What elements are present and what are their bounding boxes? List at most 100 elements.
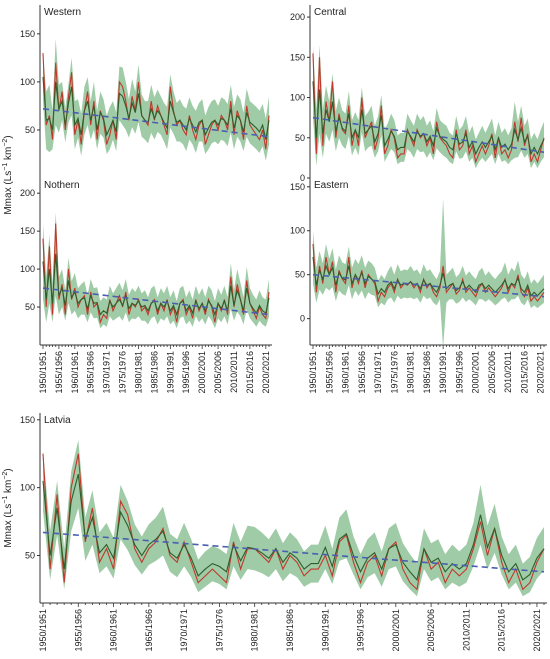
x-tick-label: 2005/2006 xyxy=(213,351,223,394)
panel-western: 50 100 150 Western xyxy=(20,5,270,178)
y-label-part: Mmax (Ls xyxy=(3,171,14,215)
panel-nothern: 50 100 150 200 1950/1951 1955/1956 1960/1961 19… xyxy=(20,178,272,394)
confidence-band xyxy=(313,45,544,169)
x-tick-label: 1950/1951 xyxy=(308,351,318,394)
y-tick-label: 100 xyxy=(20,77,35,87)
x-tick-label: 1950/1951 xyxy=(38,609,48,652)
panel-title: Eastern xyxy=(314,180,348,191)
x-tick-label: 1950/1951 xyxy=(38,351,48,394)
observed-line xyxy=(42,453,545,591)
x-tick-label: 1975/1976 xyxy=(214,609,224,652)
trend-line xyxy=(42,531,545,573)
observed-line xyxy=(42,53,270,150)
x-tick-label: 1980/1981 xyxy=(133,351,143,394)
y-label-part: Mmax (Ls xyxy=(3,504,14,548)
y-tick-label: 50 xyxy=(295,133,305,143)
x-tick-label: 1955/1956 xyxy=(54,351,64,394)
modeled-line xyxy=(42,77,270,140)
x-tick-label: 1970/1971 xyxy=(373,351,383,394)
x-tick-label: 2010/2011 xyxy=(461,609,471,651)
x-tick-label: 2000/2001 xyxy=(391,609,401,652)
x-tick-label: 1965/1966 xyxy=(144,609,154,652)
y-tick-label: 150 xyxy=(290,52,305,62)
x-tick-label: 1980/1981 xyxy=(406,351,416,394)
x-tick-label: 1960/1961 xyxy=(341,351,351,394)
x-tick-label: 2010/2011 xyxy=(503,351,513,393)
trend-line xyxy=(312,273,545,298)
x-tick-label: 1980/1981 xyxy=(250,609,260,652)
x-tick-label: 2015/2016 xyxy=(245,351,255,394)
y-tick-label: 100 xyxy=(290,226,305,236)
y-label-part: −1 xyxy=(2,163,9,171)
modeled-line xyxy=(312,81,545,156)
confidence-band xyxy=(43,38,269,161)
y-label-part: km xyxy=(3,480,14,496)
x-tick-label: 1960/1961 xyxy=(109,609,119,652)
x-tick-label: 2005/2006 xyxy=(426,609,436,652)
y-tick-label: 0 xyxy=(300,314,305,324)
y-tick-label: 200 xyxy=(20,188,35,198)
x-tick-label: 1995/1996 xyxy=(181,351,191,394)
y-tick-label: 0 xyxy=(300,173,305,183)
panel-title: Latvia xyxy=(44,415,71,426)
x-tick-label: 2000/2001 xyxy=(471,351,481,394)
x-tick-label: 1970/1971 xyxy=(102,351,112,394)
observed-line xyxy=(312,53,545,164)
trend-line xyxy=(42,287,270,316)
x-tick-label: 1990/1991 xyxy=(320,609,330,652)
modeled-line xyxy=(42,253,270,317)
x-tick-label: 1985/1986 xyxy=(149,351,159,394)
y-label-part: km xyxy=(3,147,14,163)
x-tick-label: 1985/1986 xyxy=(285,609,295,652)
y-tick-label: 200 xyxy=(290,12,305,22)
panel-eastern: 0 50 100 150 1950/1951 1955/1956 1960/1961 1965… xyxy=(290,178,547,394)
panel-title: Nothern xyxy=(44,180,80,191)
y-label-part: −1 xyxy=(2,496,9,504)
x-tick-label: 1975/1976 xyxy=(389,351,399,394)
y-tick-label: 150 xyxy=(20,29,35,39)
x-tick-label: 1995/1996 xyxy=(454,351,464,394)
x-tick-label: 2000/2001 xyxy=(197,351,207,394)
x-tick-label: 2015/2016 xyxy=(497,609,507,652)
panel-latvia: 50 100 150 1950/1951 1955/1956 1960/1961 1965/… xyxy=(20,413,547,652)
x-tick-label: 1990/1991 xyxy=(165,351,175,394)
y-tick-label: 50 xyxy=(25,302,35,312)
y-tick-label: 100 xyxy=(20,264,35,274)
confidence-band xyxy=(43,212,269,329)
x-tick-label: 2010/2011 xyxy=(229,351,239,393)
x-tick-label: 1955/1956 xyxy=(73,609,83,652)
confidence-band xyxy=(43,440,544,597)
x-tick-label: 1975/1976 xyxy=(118,351,128,394)
y-axis-label-top: Mmax (Ls−1 km−2) xyxy=(2,135,14,214)
x-tick-label: 2020/2021 xyxy=(532,609,542,652)
y-axis-label-bottom: Mmax (Ls−1 km−2) xyxy=(2,468,14,547)
x-tick-label: 1960/1961 xyxy=(70,351,80,394)
x-tick-label: 1965/1966 xyxy=(357,351,367,394)
panel-central: 0 50 100 150 200 Central xyxy=(290,5,545,183)
y-label-part: −2 xyxy=(2,472,9,480)
x-tick-label: 1955/1956 xyxy=(324,351,334,394)
y-tick-label: 100 xyxy=(290,93,305,103)
y-label-part: ) xyxy=(3,135,14,138)
y-tick-label: 50 xyxy=(295,270,305,280)
x-tick-label: 2020/2021 xyxy=(536,351,546,394)
x-tick-label: 1965/1966 xyxy=(86,351,96,394)
y-tick-label: 50 xyxy=(25,551,35,561)
y-tick-label: 100 xyxy=(20,483,35,493)
y-tick-label: 150 xyxy=(20,226,35,236)
x-tick-label: 1990/1991 xyxy=(438,351,448,394)
panel-title: Central xyxy=(314,7,346,18)
x-tick-label: 2005/2006 xyxy=(487,351,497,394)
x-tick-label: 1995/1996 xyxy=(356,609,366,652)
y-tick-label: 50 xyxy=(25,125,35,135)
y-tick-label: 150 xyxy=(290,182,305,192)
x-tick-label: 2020/2021 xyxy=(261,351,271,394)
x-tick-label: 1970/1971 xyxy=(179,609,189,652)
trend-line xyxy=(312,116,545,154)
y-label-part: −2 xyxy=(2,139,9,147)
y-label-part: ) xyxy=(3,468,14,471)
panel-title: Western xyxy=(44,7,81,18)
modeled-line xyxy=(312,257,545,297)
x-tick-label: 1985/1986 xyxy=(422,351,432,394)
